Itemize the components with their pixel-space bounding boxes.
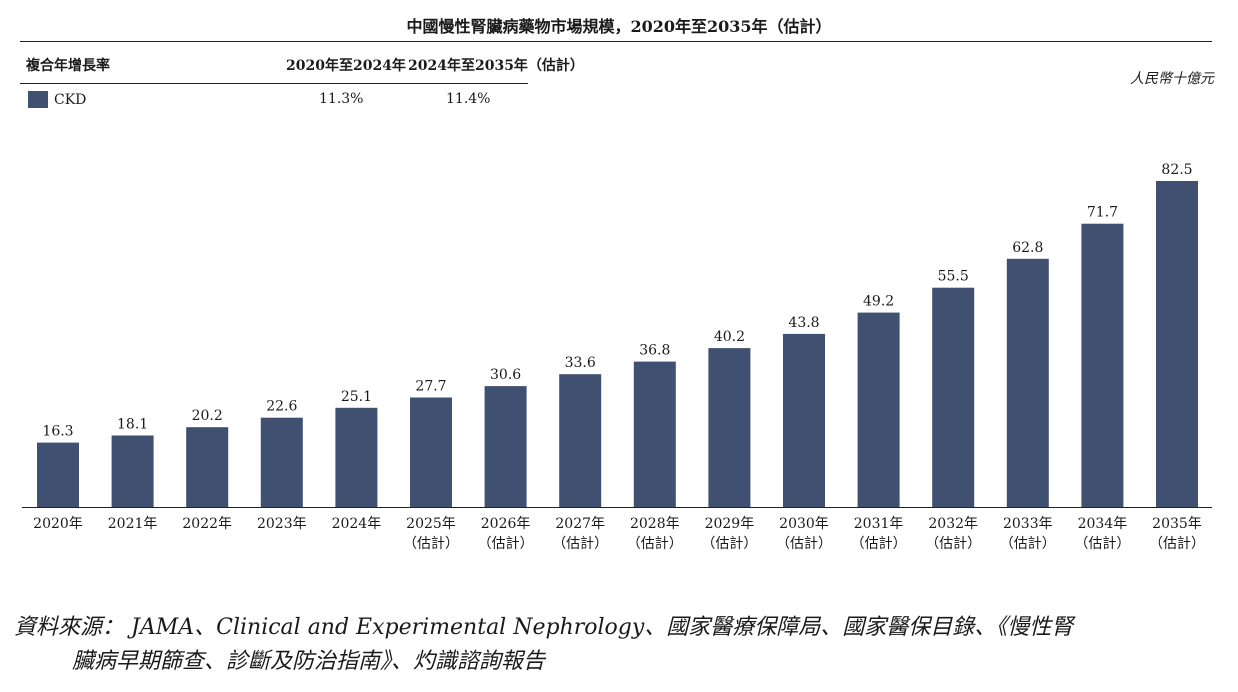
x-tick-label: 2029年 — [705, 516, 755, 532]
bar-2027 — [559, 374, 602, 507]
source-line-1: 資料來源： JAMA、Clinical and Experimental Nep… — [14, 615, 1074, 640]
bar-2026 — [484, 386, 527, 507]
table-rule — [20, 83, 528, 84]
x-tick-label: 2026年 — [481, 516, 531, 532]
cagr-period-1-header: 2020年至2024年 — [286, 58, 406, 74]
legend-swatch-ckd — [28, 91, 48, 108]
top-rule — [20, 41, 1212, 42]
x-tick-label: 2033年 — [1003, 516, 1053, 532]
bar-2024 — [335, 407, 378, 507]
cagr-value-2: 11.4% — [446, 91, 491, 107]
data-label: 25.1 — [341, 389, 372, 405]
x-tick-label: 2020年 — [33, 516, 83, 532]
x-tick-label: 2031年 — [854, 516, 904, 532]
cagr-header: 複合年增長率 — [26, 58, 110, 74]
x-tick-label: 2027年 — [555, 516, 605, 532]
x-tick-note: （估計） — [627, 536, 683, 552]
x-tick-note: （估計） — [403, 536, 459, 552]
x-tick-note: （估計） — [1149, 536, 1205, 552]
x-tick-note: （估計） — [851, 536, 907, 552]
bar-2020 — [37, 442, 79, 507]
x-tick-note: （估計） — [1000, 536, 1056, 552]
data-label: 20.2 — [192, 408, 223, 424]
cagr-value-1: 11.3% — [319, 91, 364, 107]
x-tick-label: 2035年 — [1152, 516, 1202, 532]
bar-2030 — [783, 333, 825, 507]
data-label: 16.3 — [42, 424, 73, 440]
bar-2032 — [932, 287, 975, 507]
bar-2033 — [1006, 258, 1049, 507]
x-tick-label: 2023年 — [257, 516, 307, 532]
x-tick-note: （估計） — [701, 536, 757, 552]
x-tick-label: 2025年 — [406, 516, 456, 532]
bar-2021 — [111, 435, 154, 507]
x-tick-note: （估計） — [478, 536, 534, 552]
x-tick-label: 2032年 — [928, 516, 978, 532]
bar-2031 — [857, 312, 900, 507]
data-label: 71.7 — [1087, 205, 1118, 221]
x-tick-label: 2028年 — [630, 516, 680, 532]
source-note: 資料來源： JAMA、Clinical and Experimental Nep… — [14, 611, 1073, 679]
x-tick-note: （估計） — [1074, 536, 1130, 552]
unit-label: 人民幣十億元 — [1130, 71, 1214, 87]
cagr-period-2-header: 2024年至2035年（估計） — [408, 58, 584, 74]
data-label: 18.1 — [117, 417, 148, 433]
chart-title: 中國慢性腎臟病藥物市場規模，2020年至2035年（估計） — [406, 17, 832, 36]
legend-label-ckd: CKD — [54, 92, 87, 108]
x-tick-note: （估計） — [552, 536, 608, 552]
data-label: 36.8 — [639, 343, 670, 359]
x-tick-note: （估計） — [776, 536, 832, 552]
source-line-2: 臟病早期篩查、診斷及防治指南》、灼識諮詢報告 — [72, 649, 546, 674]
bar-2023 — [260, 417, 303, 507]
data-label: 43.8 — [788, 315, 819, 331]
x-tick-label: 2022年 — [182, 516, 232, 532]
bar-2034 — [1081, 223, 1124, 507]
bar-2025 — [410, 397, 452, 507]
data-label: 82.5 — [1161, 162, 1192, 178]
bar-2035 — [1156, 181, 1198, 507]
data-label: 40.2 — [714, 329, 745, 345]
data-label: 49.2 — [863, 294, 894, 310]
data-label: 33.6 — [565, 355, 596, 371]
data-label: 22.6 — [266, 399, 297, 415]
bar-2022 — [186, 427, 229, 507]
bar-2029 — [708, 348, 751, 507]
x-tick-label: 2030年 — [779, 516, 829, 532]
data-label: 27.7 — [415, 379, 446, 395]
x-tick-label: 2021年 — [108, 516, 158, 532]
data-label: 55.5 — [938, 269, 969, 285]
x-tick-label: 2034年 — [1078, 516, 1128, 532]
x-tick-note: （估計） — [925, 536, 981, 552]
data-label: 30.6 — [490, 367, 521, 383]
data-label: 62.8 — [1012, 240, 1043, 256]
bar-2028 — [633, 361, 676, 507]
x-tick-label: 2024年 — [332, 516, 382, 532]
